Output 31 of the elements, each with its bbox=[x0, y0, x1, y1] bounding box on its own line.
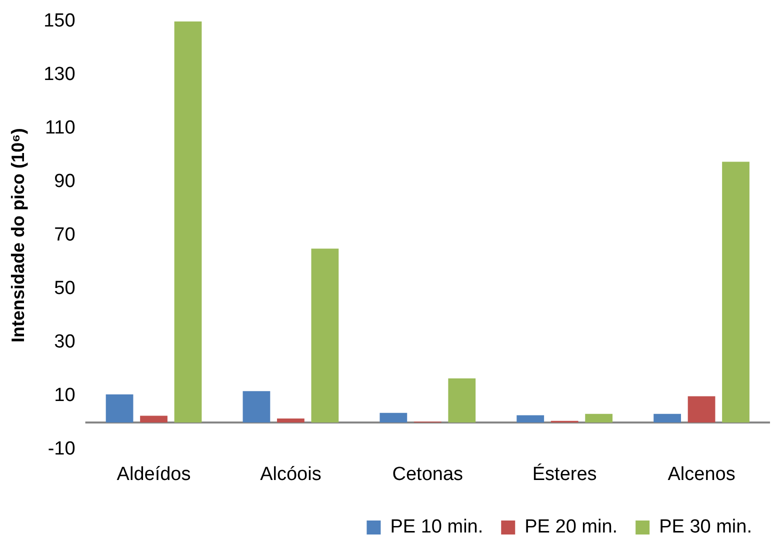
bar bbox=[688, 396, 716, 422]
bar bbox=[277, 418, 304, 422]
bar bbox=[448, 378, 476, 422]
bar bbox=[311, 248, 339, 422]
legend-label: PE 10 min. bbox=[390, 516, 484, 538]
bar bbox=[654, 414, 681, 422]
bar bbox=[722, 162, 750, 422]
y-tick-label: 50 bbox=[54, 278, 76, 300]
y-tick-label: 130 bbox=[44, 64, 76, 86]
x-tick-label: Alcóois bbox=[260, 464, 322, 485]
bar bbox=[242, 391, 270, 422]
x-tick-label: Alcenos bbox=[668, 464, 736, 485]
bar bbox=[585, 414, 613, 422]
bar bbox=[106, 394, 134, 422]
x-tick-label: Cetonas bbox=[392, 464, 464, 485]
y-tick-label: 150 bbox=[44, 10, 76, 32]
legend-label: PE 20 min. bbox=[524, 516, 618, 538]
bar bbox=[174, 21, 202, 422]
y-tick-label: 90 bbox=[54, 171, 76, 192]
y-tick-label: 10 bbox=[54, 384, 76, 406]
x-tick-label: Aldeídos bbox=[116, 464, 191, 485]
y-tick-label: 110 bbox=[45, 118, 76, 139]
bar bbox=[380, 412, 408, 422]
y-tick-label: 30 bbox=[54, 331, 76, 352]
y-tick-label: 70 bbox=[54, 224, 76, 246]
y-axis-title: Intensidade do pico (10⁶) bbox=[8, 128, 28, 342]
legend-label: PE 30 min. bbox=[659, 516, 752, 538]
x-tick-label: Ésteres bbox=[532, 462, 597, 485]
bar bbox=[140, 416, 168, 422]
y-tick-label: -10 bbox=[48, 438, 76, 460]
bar bbox=[516, 415, 544, 422]
